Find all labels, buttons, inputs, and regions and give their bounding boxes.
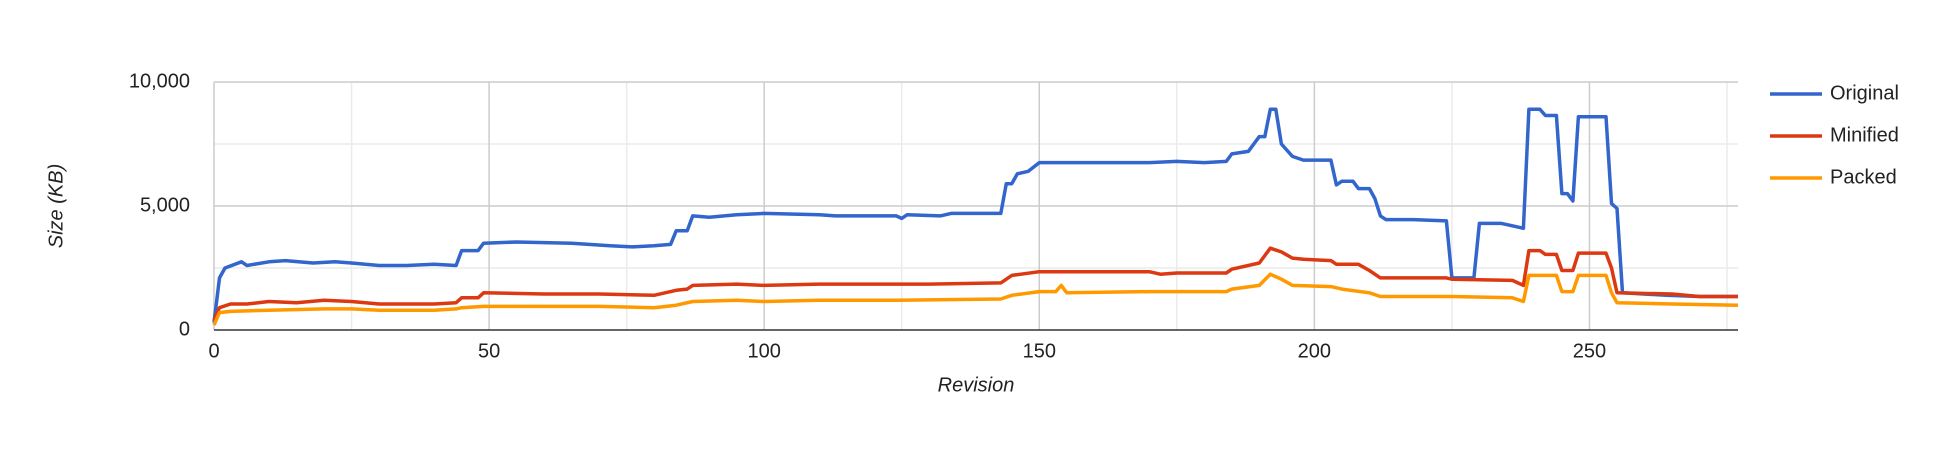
x-tick-label: 150 <box>1023 340 1056 362</box>
series-line <box>212 246 1738 321</box>
y-axis-label: Size (KB) <box>45 164 67 248</box>
y-tick-label: 5,000 <box>140 194 190 216</box>
y-tick-label: 0 <box>179 318 190 340</box>
legend-label: Packed <box>1830 166 1897 188</box>
x-tick-label: 0 <box>208 340 219 362</box>
x-tick-label: 50 <box>478 340 500 362</box>
series-line <box>212 107 1738 323</box>
x-tick-label: 100 <box>747 340 780 362</box>
x-tick-label: 200 <box>1298 340 1331 362</box>
series-line <box>212 272 1739 326</box>
legend-label: Minified <box>1830 124 1899 146</box>
y-tick-label: 10,000 <box>129 70 190 92</box>
x-axis-label: Revision <box>938 374 1015 396</box>
x-tick-label: 250 <box>1573 340 1606 362</box>
legend-label: Original <box>1830 82 1899 104</box>
